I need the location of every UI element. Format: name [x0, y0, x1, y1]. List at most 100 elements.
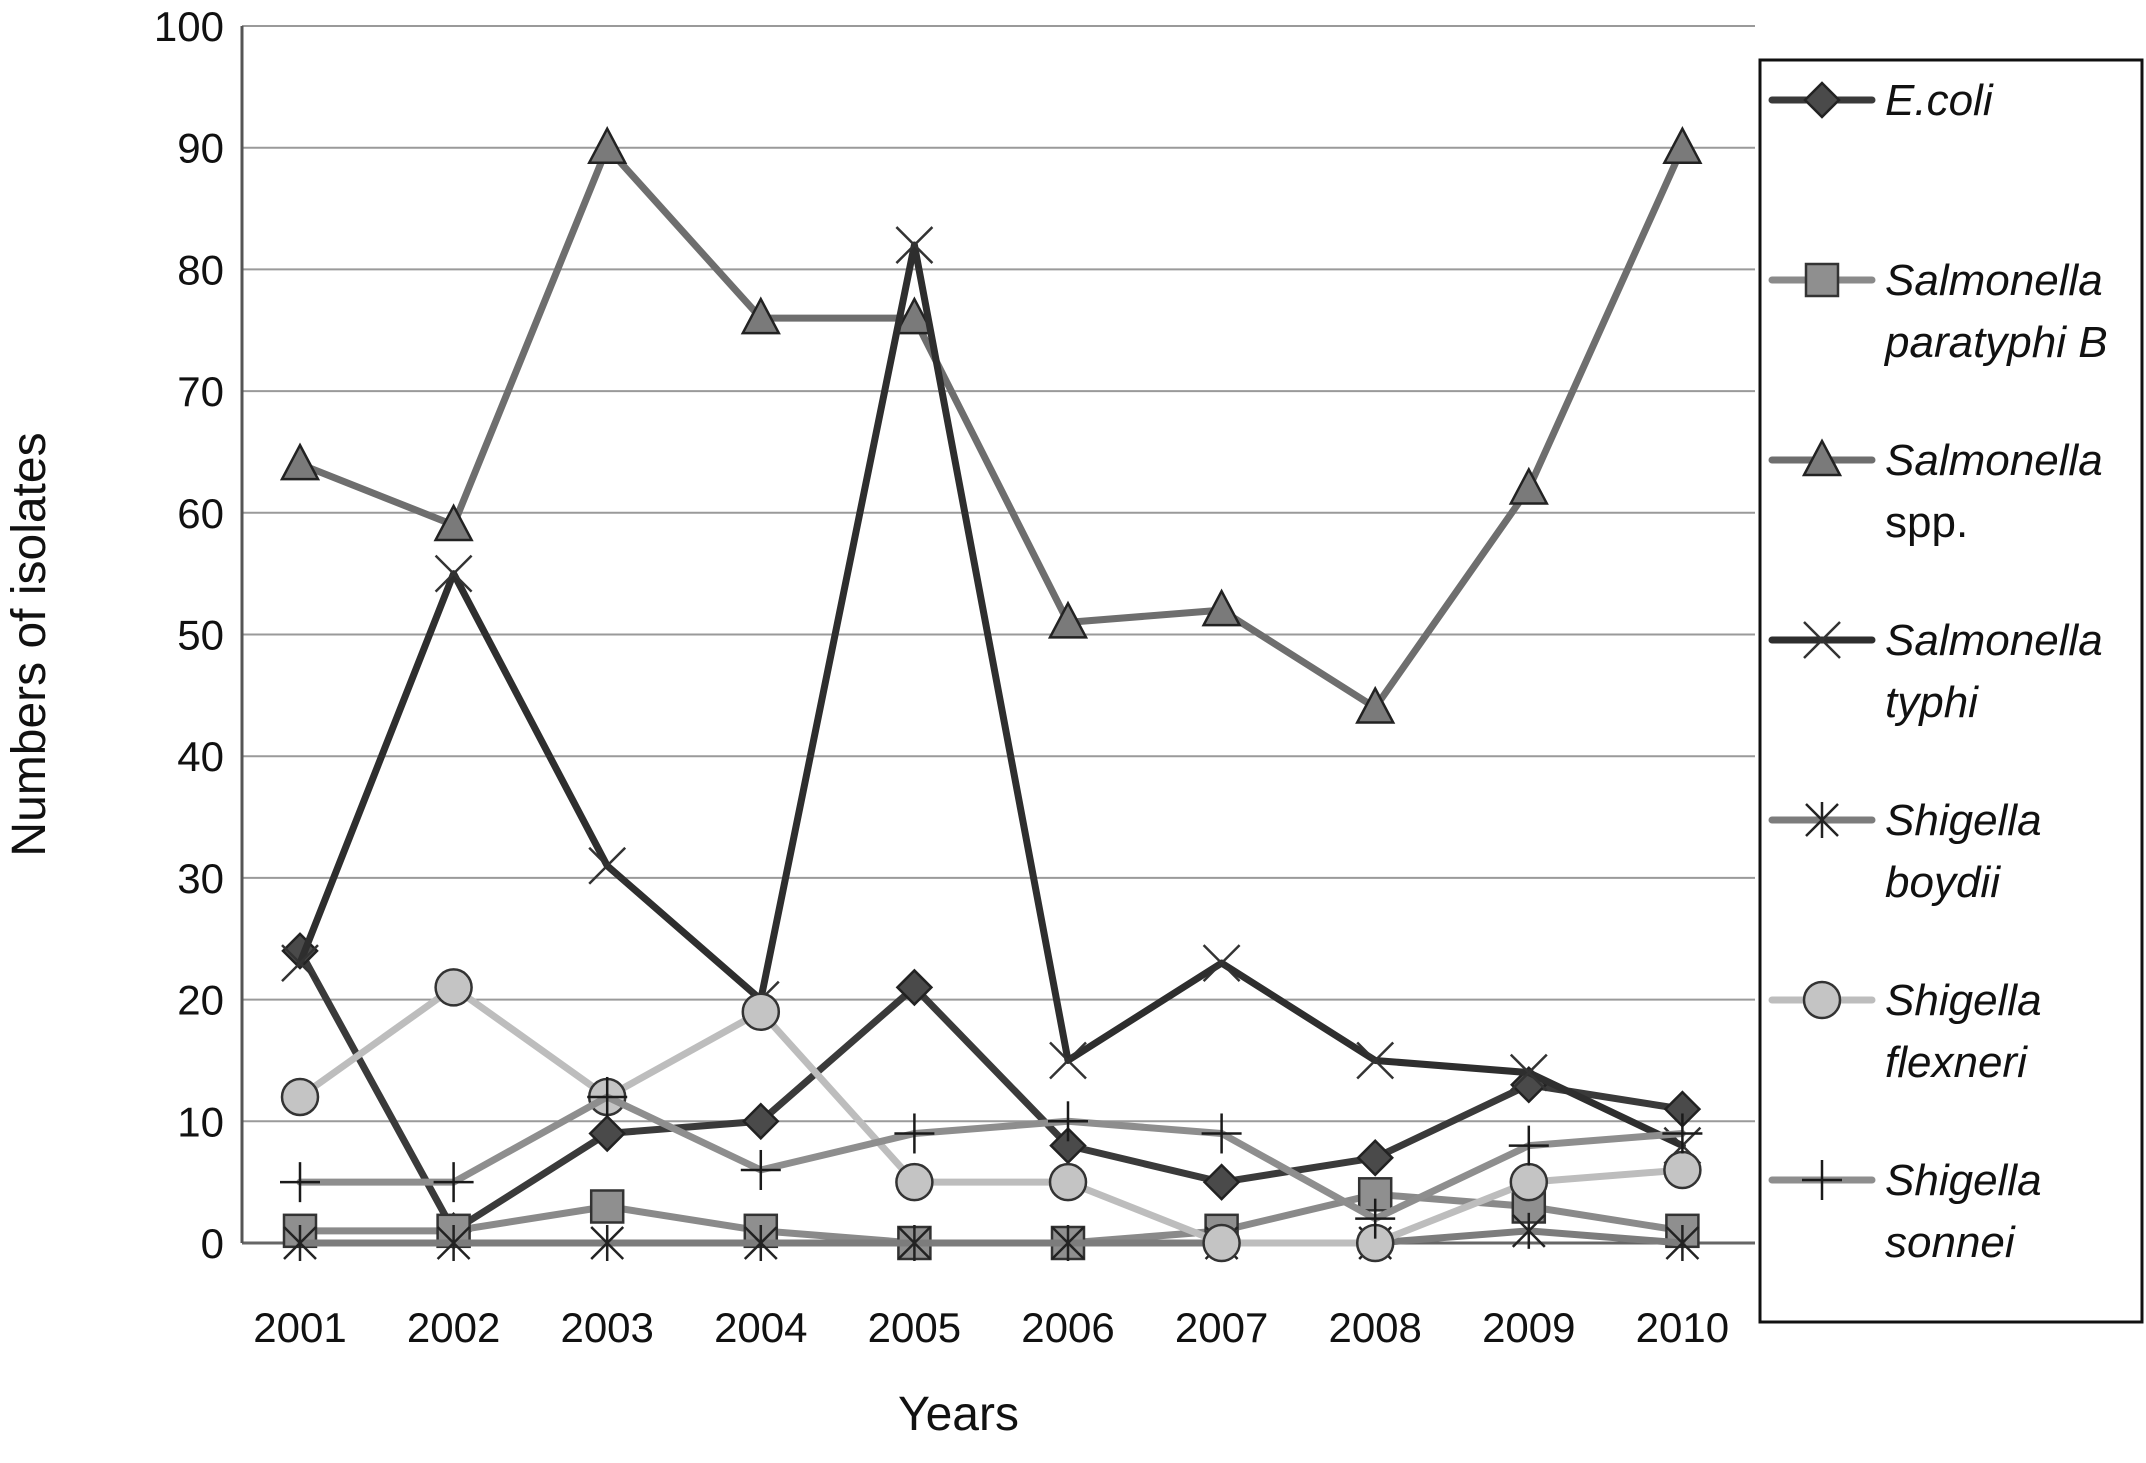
point-salmonella-spp-2004	[740, 296, 781, 335]
x-tick-label-2007: 2007	[1175, 1304, 1268, 1351]
point-shigella-flexneri-2002	[434, 968, 473, 1007]
legend-entry-salmonella-paratyphi-b: Salmonella paratyphi B	[1768, 256, 2108, 367]
series-shigella-sonnei	[280, 1076, 1703, 1239]
series-line-shigella-sonnei	[296, 1093, 1686, 1223]
point-salmonella-typhi-2006	[1049, 1041, 1087, 1080]
point-shigella-sonnei-2001	[280, 1162, 320, 1203]
point-salmonella-typhi-2002	[434, 554, 473, 593]
x-tick-label-2001: 2001	[253, 1304, 346, 1351]
point-salmonella-typhi-2009	[1509, 1053, 1548, 1092]
legend-label-salmonella-spp-line-2: spp.	[1885, 498, 1968, 547]
point-salmonella-spp-2001	[279, 442, 321, 481]
point-shigella-flexneri-2009	[1509, 1162, 1549, 1202]
x-tick-label-2009: 2009	[1482, 1304, 1575, 1351]
legend-label-salmonella-typhi-line-2: typhi	[1885, 678, 1979, 727]
point-salmonella-spp-2010	[1662, 126, 1703, 164]
point-shigella-flexneri-2006	[1048, 1162, 1088, 1202]
point-salmonella-typhi-2008	[1356, 1041, 1395, 1080]
legend-marker-salmonella-typhi	[1803, 621, 1841, 659]
point-salmonella-spp-2003	[587, 126, 628, 164]
series-line-salmonella-typhi	[296, 241, 1686, 1150]
legend-entry-salmonella-typhi: Salmonella typhi	[1768, 616, 2103, 727]
point-salmonella-spp-2008	[1355, 685, 1396, 724]
legend-label-salmonella-paratyphi-b-line-2: paratyphi B	[1883, 318, 2108, 367]
point-e-coli-2007	[1202, 1163, 1241, 1201]
series-salmonella-paratyphi-b	[282, 1177, 1700, 1261]
y-tick-label-90: 90	[177, 125, 224, 172]
y-tick-label-20: 20	[177, 977, 224, 1024]
point-shigella-boydii-2004	[743, 1225, 778, 1261]
point-salmonella-spp-2009	[1508, 466, 1549, 505]
point-salmonella-typhi-2005	[895, 226, 934, 264]
x-tick-label-2008: 2008	[1328, 1304, 1421, 1351]
point-shigella-sonnei-2003	[587, 1076, 628, 1117]
series-line-shigella-flexneri	[296, 983, 1686, 1247]
series-line-shigella-boydii	[296, 1227, 1686, 1247]
point-shigella-flexneri-2010	[1663, 1150, 1702, 1190]
point-shigella-boydii-2010	[1665, 1225, 1700, 1261]
legend-marker-shigella-sonnei	[1802, 1160, 1842, 1200]
y-tick-label-60: 60	[177, 490, 224, 537]
point-salmonella-typhi-2003	[588, 846, 627, 885]
point-e-coli-2008	[1356, 1139, 1394, 1177]
point-salmonella-paratyphi-b-2003	[589, 1189, 625, 1224]
y-tick-label-100: 100	[154, 3, 224, 50]
legend-label-shigella-flexneri-line-1: Shigella	[1885, 976, 2042, 1025]
legend-entry-shigella-sonnei: Shigella sonnei	[1768, 1156, 2042, 1267]
series-line-salmonella-spp	[296, 144, 1686, 712]
x-tick-label-2004: 2004	[714, 1304, 807, 1351]
x-tick-label-2003: 2003	[560, 1304, 653, 1351]
point-shigella-sonnei-2006	[1048, 1101, 1088, 1142]
y-tick-label-40: 40	[177, 733, 224, 780]
gridlines	[242, 25, 1755, 1245]
point-shigella-sonnei-2007	[1201, 1113, 1242, 1154]
legend-entry-shigella-boydii: Shigella boydii	[1768, 796, 2042, 907]
series-line-e-coli	[296, 947, 1686, 1235]
legend-marker-salmonella-spp	[1801, 438, 1843, 477]
legend-label-e-coli-line-1: E.coli	[1885, 76, 1994, 125]
point-shigella-boydii-2005	[897, 1225, 932, 1261]
legend-label-salmonella-spp-line-1: Salmonella	[1885, 436, 2103, 485]
x-tick-label-2002: 2002	[407, 1304, 500, 1351]
point-shigella-sonnei-2010	[1662, 1113, 1703, 1154]
point-shigella-boydii-2001	[283, 1225, 317, 1261]
point-salmonella-spp-2002	[433, 503, 474, 542]
point-salmonella-typhi-2001	[281, 944, 319, 982]
point-shigella-sonnei-2005	[894, 1113, 935, 1154]
point-shigella-boydii-2009	[1511, 1212, 1546, 1249]
point-e-coli-2005	[895, 968, 934, 1007]
legend-entry-shigella-flexneri: Shigella flexneri	[1768, 976, 2042, 1087]
series-shigella-boydii	[283, 1212, 1700, 1261]
legend-label-shigella-sonnei-line-1: Shigella	[1885, 1156, 2042, 1205]
y-tick-label-80: 80	[177, 246, 224, 293]
y-tick-label-70: 70	[177, 368, 224, 415]
point-shigella-sonnei-2008	[1355, 1198, 1396, 1239]
legend-label-shigella-sonnei-line-2: sonnei	[1885, 1218, 2016, 1267]
point-shigella-boydii-2006	[1051, 1225, 1085, 1261]
point-e-coli-2003	[588, 1114, 626, 1153]
y-tick-label-30: 30	[177, 855, 224, 902]
y-tick-label-10: 10	[177, 1098, 224, 1145]
y-tick-label-0: 0	[201, 1220, 224, 1267]
series-salmonella-spp	[279, 126, 1703, 724]
y-axis-title: Numbers of isolates	[3, 432, 56, 856]
legend-marker-shigella-flexneri	[1802, 980, 1842, 1020]
point-e-coli-2004	[742, 1102, 780, 1141]
point-shigella-sonnei-2004	[740, 1149, 781, 1190]
legend-label-shigella-boydii-line-1: Shigella	[1885, 796, 2042, 845]
legend-label-shigella-flexneri-line-2: flexneri	[1885, 1038, 2028, 1087]
x-axis-title: Years	[898, 1388, 1019, 1441]
series-shigella-flexneri	[280, 968, 1702, 1263]
legend-entry-salmonella-spp: Salmonella spp.	[1768, 436, 2103, 547]
point-shigella-sonnei-2002	[433, 1162, 474, 1203]
x-tick-label-2005: 2005	[868, 1304, 961, 1351]
data-series	[279, 126, 1703, 1263]
point-salmonella-spp-2005	[894, 296, 935, 335]
point-shigella-sonnei-2009	[1508, 1125, 1549, 1166]
point-salmonella-spp-2007	[1201, 588, 1242, 627]
point-salmonella-spp-2006	[1047, 600, 1089, 639]
series-salmonella-typhi	[281, 226, 1702, 1165]
point-shigella-flexneri-2004	[741, 992, 781, 1032]
